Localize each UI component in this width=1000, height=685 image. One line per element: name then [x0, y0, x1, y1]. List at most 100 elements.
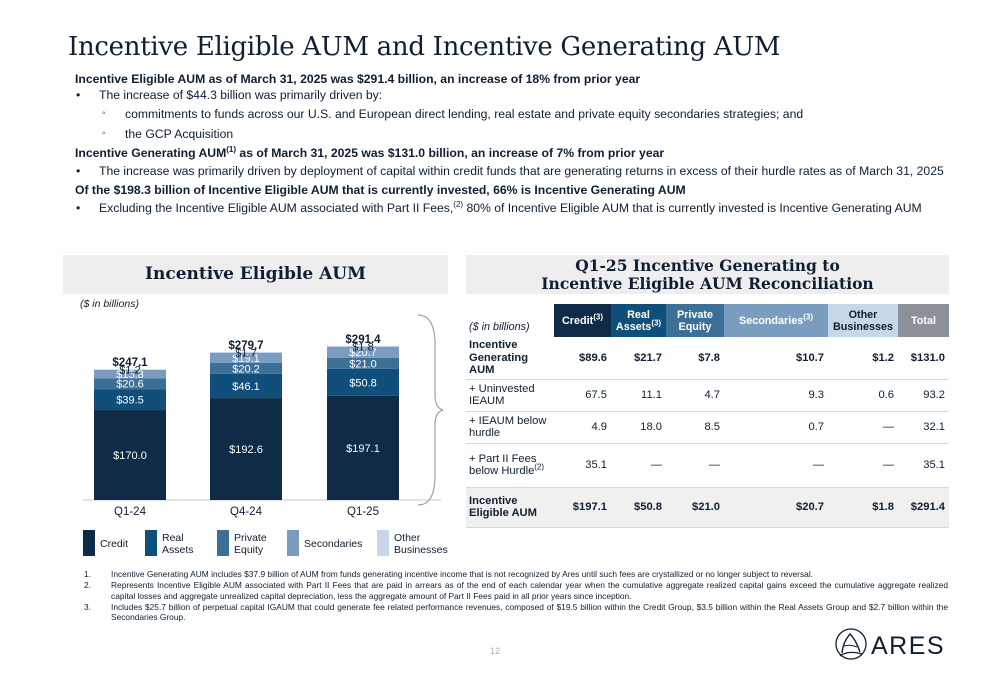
bar-data-label: $15.8 [116, 369, 144, 381]
footnote-ref: (1) [226, 144, 237, 154]
table-cell: $50.8 [611, 487, 666, 528]
bar-data-label: $50.8 [349, 377, 377, 389]
igaum-bullet: The increase was primarily driven by dep… [99, 164, 944, 179]
footnote-text: Includes $25.7 billion of perpetual capi… [111, 601, 948, 623]
footnote: 3. Includes $25.7 billion of perpetual ca… [84, 602, 948, 623]
table-cell: 8.5 [666, 411, 724, 444]
table-cell: $1.8 [828, 487, 898, 528]
bar-segment [210, 362, 282, 374]
bracket-brace [417, 314, 444, 506]
ieaum-heading: Incentive Eligible AUM as of March 31, 2… [75, 72, 641, 86]
footnote-ref: (2) [453, 200, 464, 210]
x-tick-label: Q1-24 [114, 506, 147, 518]
igaum-heading-b: as of March 31, 2025 was $131.0 billion,… [236, 145, 665, 160]
table-cell: 4.9 [554, 411, 611, 444]
column-header: Private Equity [666, 304, 724, 337]
column-header: Real Assets(3) [611, 304, 666, 337]
footnote-number: 3. [84, 601, 91, 612]
bar-data-label: $20.2 [232, 363, 260, 375]
bar-data-label: $197.1 [346, 443, 380, 455]
legend-label: Secondaries [304, 538, 363, 550]
bar-data-label: $46.1 [232, 381, 260, 393]
table-cell: 4.7 [666, 379, 724, 412]
bar-total-label: $279.7 [228, 340, 263, 352]
table-cell: $21.0 [666, 487, 724, 528]
legend-label: Credit [100, 538, 129, 550]
bullet-icon: • [76, 164, 81, 179]
table-cell: 35.1 [554, 443, 611, 488]
footnote-text: Incentive Generating AUM includes $37.9 … [111, 569, 814, 579]
legend-label: Private Equity [234, 532, 267, 556]
bar-data-label: $20.7 [349, 347, 377, 359]
table-cell: $7.8 [666, 337, 724, 380]
row-label: + IEAUM below hurdle [466, 411, 554, 444]
table-row: Incentive Eligible AUM $197.1 $50.8 $21.0 $2… [466, 487, 949, 528]
ieaum-bullet: The increase of $44.3 billion was primar… [99, 88, 383, 103]
table-cell: 32.1 [898, 411, 949, 444]
bullet-icon: • [76, 88, 81, 103]
table-cell: $20.7 [724, 487, 828, 528]
table-cell: 9.3 [724, 379, 828, 412]
bar-segment [327, 395, 399, 500]
table-cell: $197.1 [554, 487, 611, 528]
ieaum-sub-2: the GCP Acquisition [125, 126, 234, 141]
legend-swatch [377, 530, 389, 556]
table-unit-label: ($ in billions) [466, 304, 554, 337]
row-label: + Uninvested IEAUM [466, 379, 554, 412]
row-label: Incentive Eligible AUM [466, 487, 554, 528]
table-cell: — [724, 443, 828, 488]
bar-data-label: $170.0 [113, 450, 147, 462]
table-cell: — [611, 443, 666, 488]
bullet: • Excluding the Incentive Eligible AUM as… [75, 200, 948, 216]
table-cell: 35.1 [898, 443, 949, 488]
highlights: Incentive Eligible AUM as of March 31, 2… [75, 71, 948, 217]
table-row: + IEAUM below hurdle 4.9 18.0 8.5 0.7—32.1 [466, 411, 949, 444]
chart-panel-heading: Incentive Eligible AUM [63, 255, 448, 294]
table-cell: 93.2 [898, 379, 949, 412]
bar-data-label: $1.7 [235, 347, 256, 359]
circle-bullet-icon: ◦ [102, 127, 106, 139]
invested-bullet-a: Excluding the Incentive Eligible AUM ass… [99, 201, 454, 216]
table-row: + Part II Fees below Hurdle(2) 35.1— — — —35… [466, 443, 949, 488]
circle-bullet-icon: ◦ [102, 108, 106, 120]
bar-data-label: $192.6 [229, 444, 263, 456]
footnote: 1. Incentive Generating AUM includes $37.… [84, 569, 948, 579]
sub-bullet: ◦ commitments to funds across our U.S. an… [75, 106, 948, 122]
legend-swatch [287, 530, 299, 556]
table-cell: 67.5 [554, 379, 611, 412]
bar-segment [327, 346, 399, 358]
recon-heading-line1: Q1-25 Incentive Generating to [575, 256, 840, 275]
footnotes: 1. Incentive Generating AUM includes $37.… [84, 569, 948, 623]
row-label: + Part II Fees below Hurdle(2) [466, 443, 554, 488]
x-tick-label: Q1-25 [347, 506, 379, 518]
bar-segment [210, 351, 282, 353]
table-cell: 18.0 [611, 411, 666, 444]
column-header: Credit(3) [554, 304, 611, 337]
bar-segment [327, 345, 399, 347]
bar-data-label: $1.8 [352, 341, 373, 353]
bar-segment [94, 410, 166, 500]
table-cell: — [666, 443, 724, 488]
table-header-row: ($ in billions) Credit(3) Real Assets(3) Pr… [466, 304, 949, 337]
sub-bullet: ◦ the GCP Acquisition [75, 126, 948, 142]
row-label: Incentive Generating AUM [466, 337, 554, 380]
bar-segment [94, 378, 166, 390]
legend-swatch [145, 530, 157, 556]
bar-segment [327, 368, 399, 396]
bar-segment [94, 389, 166, 411]
bar-segment [94, 369, 166, 370]
stacked-bar-chart: $170.0 $39.5 $20.6$15.8$1.2$247.1 Q1-24 $192… [83, 314, 444, 518]
table-row: + Uninvested IEAUM 67.5 11.1 4.7 9.3 0.6 93.2 [466, 379, 949, 412]
footnote-number: 1. [84, 569, 91, 579]
igaum-heading: Incentive Generating AUM(1) as of March … [75, 145, 948, 161]
bar-data-label: $20.6 [116, 379, 144, 391]
table-cell: 11.1 [611, 379, 666, 412]
column-header: Secondaries(3) [724, 304, 828, 337]
invested-heading: Of the $198.3 billion of Incentive Eligi… [75, 183, 686, 198]
bullet: • The increase was primarily driven by de… [75, 163, 948, 179]
bar-data-label: $19.1 [232, 353, 260, 365]
column-header: Other Businesses [828, 304, 898, 337]
legend-swatch [83, 530, 95, 556]
ares-logo: ARES [835, 628, 945, 660]
logo-wordmark: ARES [871, 632, 945, 660]
